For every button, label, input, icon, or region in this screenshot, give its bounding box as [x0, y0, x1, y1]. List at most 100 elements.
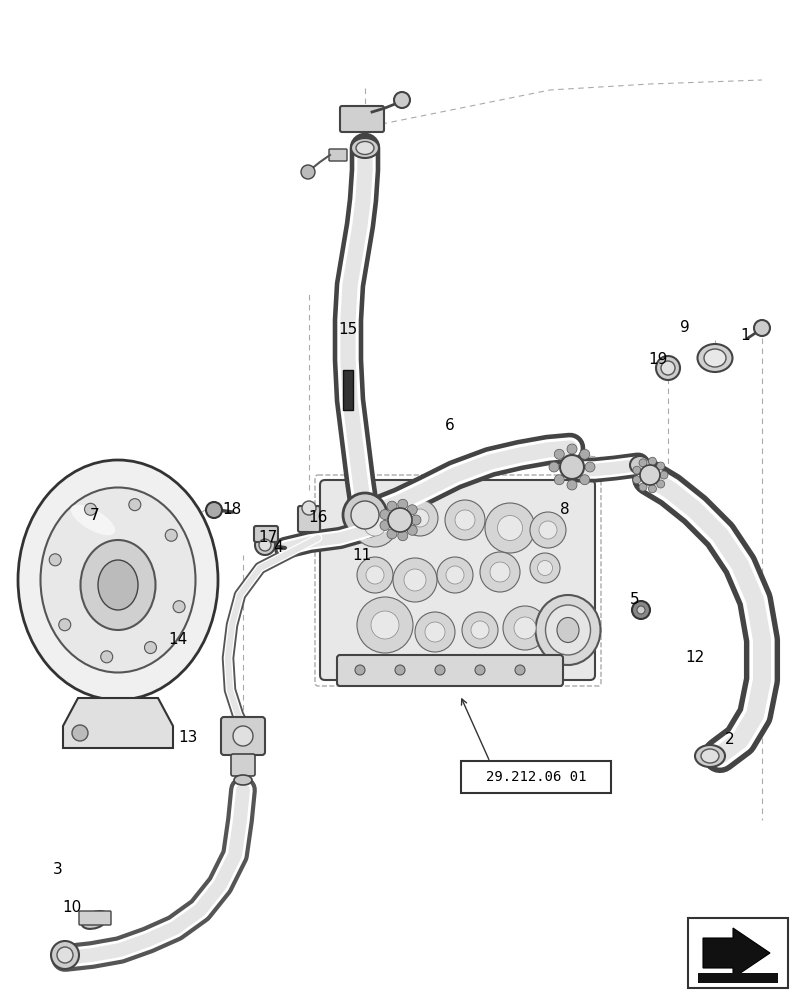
Circle shape: [632, 476, 640, 484]
Text: 1: 1: [740, 328, 749, 342]
Text: 17: 17: [258, 530, 277, 546]
Circle shape: [470, 621, 488, 639]
Circle shape: [435, 665, 444, 675]
Circle shape: [444, 500, 484, 540]
Polygon shape: [702, 928, 769, 978]
Text: 8: 8: [560, 502, 569, 518]
Circle shape: [407, 525, 417, 535]
FancyBboxPatch shape: [461, 761, 610, 793]
Circle shape: [636, 606, 644, 614]
Circle shape: [387, 501, 397, 511]
Ellipse shape: [81, 911, 109, 929]
Circle shape: [57, 947, 73, 963]
Ellipse shape: [234, 775, 251, 785]
FancyBboxPatch shape: [328, 149, 346, 161]
Circle shape: [566, 444, 577, 454]
Circle shape: [357, 597, 413, 653]
FancyBboxPatch shape: [320, 480, 594, 680]
Circle shape: [489, 562, 509, 582]
Circle shape: [655, 356, 679, 380]
Ellipse shape: [71, 505, 115, 535]
Text: 10: 10: [62, 900, 82, 915]
Circle shape: [479, 552, 519, 592]
Circle shape: [753, 320, 769, 336]
Circle shape: [393, 558, 436, 602]
Text: 2: 2: [724, 732, 734, 748]
FancyBboxPatch shape: [340, 106, 384, 132]
FancyBboxPatch shape: [79, 911, 111, 925]
Text: 5: 5: [629, 592, 639, 607]
Circle shape: [380, 510, 389, 520]
Circle shape: [388, 508, 411, 532]
Circle shape: [544, 612, 584, 652]
Circle shape: [58, 619, 71, 631]
FancyBboxPatch shape: [254, 526, 277, 542]
Circle shape: [302, 501, 315, 515]
Text: 6: 6: [444, 418, 454, 432]
Ellipse shape: [41, 488, 195, 672]
Text: 16: 16: [308, 510, 328, 526]
Ellipse shape: [545, 605, 590, 655]
Circle shape: [579, 449, 589, 459]
Circle shape: [656, 480, 664, 488]
Text: 4: 4: [272, 540, 282, 556]
Circle shape: [445, 566, 463, 584]
Circle shape: [206, 502, 221, 518]
Polygon shape: [63, 698, 173, 748]
Circle shape: [454, 510, 474, 530]
Ellipse shape: [700, 749, 718, 763]
FancyBboxPatch shape: [298, 506, 320, 532]
Circle shape: [49, 554, 61, 566]
Ellipse shape: [534, 595, 600, 665]
Circle shape: [393, 92, 410, 108]
Circle shape: [72, 725, 88, 741]
Circle shape: [414, 612, 454, 652]
Ellipse shape: [18, 460, 217, 700]
Text: 14: 14: [168, 633, 187, 648]
Circle shape: [539, 521, 556, 539]
Circle shape: [660, 361, 674, 375]
Text: 12: 12: [684, 650, 704, 666]
Circle shape: [354, 665, 365, 675]
Circle shape: [380, 520, 389, 530]
Circle shape: [537, 560, 551, 576]
Circle shape: [101, 651, 113, 663]
Circle shape: [353, 503, 397, 547]
Circle shape: [410, 509, 428, 527]
Text: 19: 19: [647, 353, 667, 367]
Circle shape: [404, 569, 426, 591]
Circle shape: [554, 475, 564, 485]
Text: 18: 18: [222, 502, 242, 518]
Circle shape: [584, 462, 594, 472]
Circle shape: [639, 465, 659, 485]
Text: 29.212.06 01: 29.212.06 01: [485, 770, 586, 784]
Circle shape: [387, 529, 397, 539]
Text: 7: 7: [90, 508, 100, 522]
Circle shape: [631, 601, 649, 619]
Circle shape: [566, 480, 577, 490]
Ellipse shape: [350, 138, 379, 158]
Circle shape: [84, 503, 97, 515]
Circle shape: [638, 483, 646, 491]
FancyBboxPatch shape: [337, 655, 562, 686]
Bar: [697, 973, 777, 983]
Circle shape: [259, 539, 271, 551]
Circle shape: [659, 471, 667, 479]
Circle shape: [632, 466, 640, 474]
Circle shape: [407, 505, 417, 515]
Ellipse shape: [98, 560, 138, 610]
Circle shape: [514, 665, 525, 675]
Circle shape: [301, 165, 315, 179]
Circle shape: [371, 611, 398, 639]
Circle shape: [397, 499, 407, 509]
Circle shape: [484, 503, 534, 553]
Circle shape: [656, 462, 664, 470]
Ellipse shape: [556, 617, 578, 643]
Circle shape: [530, 553, 560, 583]
Bar: [342, 370, 353, 410]
Circle shape: [342, 493, 387, 537]
Circle shape: [502, 606, 547, 650]
Circle shape: [648, 457, 655, 465]
Circle shape: [497, 516, 521, 540]
Circle shape: [579, 475, 589, 485]
